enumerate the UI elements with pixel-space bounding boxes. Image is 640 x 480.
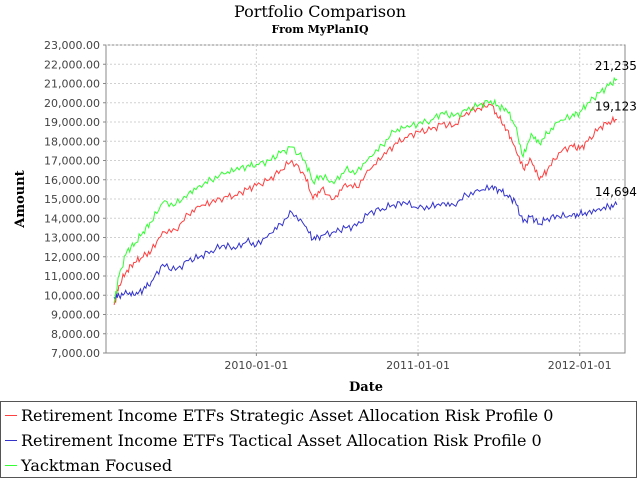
y-tick-label: 14,000.00 [44,212,100,225]
end-label-1: 14,694 [595,185,637,199]
end-label-2: 21,235 [595,59,637,73]
y-tick-label: 7,000.00 [51,347,100,360]
y-tick-label: 11,000.00 [44,270,100,283]
x-axis-label: Date [349,380,383,395]
x-tick-label: 2011-01-01 [386,359,450,372]
grid-lines [106,44,625,353]
y-tick-label: 16,000.00 [44,174,100,187]
y-axis: 7,000.00 8,000.00 9,000.00 10,000.00 11,000.… [44,39,106,360]
legend-swatch-yacktman [5,465,17,466]
chart-subtitle: From MyPlanIQ [271,23,369,36]
chart-title: Portfolio Comparison [234,2,406,21]
y-tick-label: 21,000.00 [44,78,100,91]
x-axis: 2010-01-01 2011-01-01 2012-01-01 [224,353,612,372]
series-line-1 [113,183,618,301]
legend-item-tactical: Retirement Income ETFs Tactical Asset Al… [5,429,542,453]
end-label-0: 19,123 [595,100,637,114]
y-tick-label: 8,000.00 [51,328,100,341]
series-line-2 [113,76,618,304]
y-tick-label: 15,000.00 [44,193,100,206]
y-tick-label: 9,000.00 [51,309,100,322]
legend-swatch-tactical [5,440,17,441]
y-tick-label: 19,000.00 [44,116,100,129]
legend-label-yacktman: Yacktman Focused [21,456,173,475]
legend-item-yacktman: Yacktman Focused [5,454,172,478]
y-tick-label: 17,000.00 [44,155,100,168]
y-tick-label: 18,000.00 [44,135,100,148]
y-tick-label: 12,000.00 [44,251,100,264]
x-tick-label: 2010-01-01 [224,359,288,372]
y-tick-label: 23,000.00 [44,39,100,52]
series-lines [113,76,618,305]
legend-swatch-strategic [5,415,17,416]
y-tick-label: 20,000.00 [44,97,100,110]
end-labels: 19,123 14,694 21,235 [595,59,637,199]
series-line-0 [113,102,617,305]
y-tick-label: 22,000.00 [44,58,100,71]
legend: Retirement Income ETFs Strategic Asset A… [0,401,637,478]
y-tick-label: 13,000.00 [44,232,100,245]
y-tick-label: 10,000.00 [44,289,100,302]
legend-label-strategic: Retirement Income ETFs Strategic Asset A… [21,406,554,425]
x-tick-label: 2012-01-01 [548,359,612,372]
legend-label-tactical: Retirement Income ETFs Tactical Asset Al… [21,431,542,450]
chart: Portfolio Comparison From MyPlanIQ 7,000… [13,2,637,395]
legend-item-strategic: Retirement Income ETFs Strategic Asset A… [5,404,553,428]
y-axis-label: Amount [13,170,28,228]
